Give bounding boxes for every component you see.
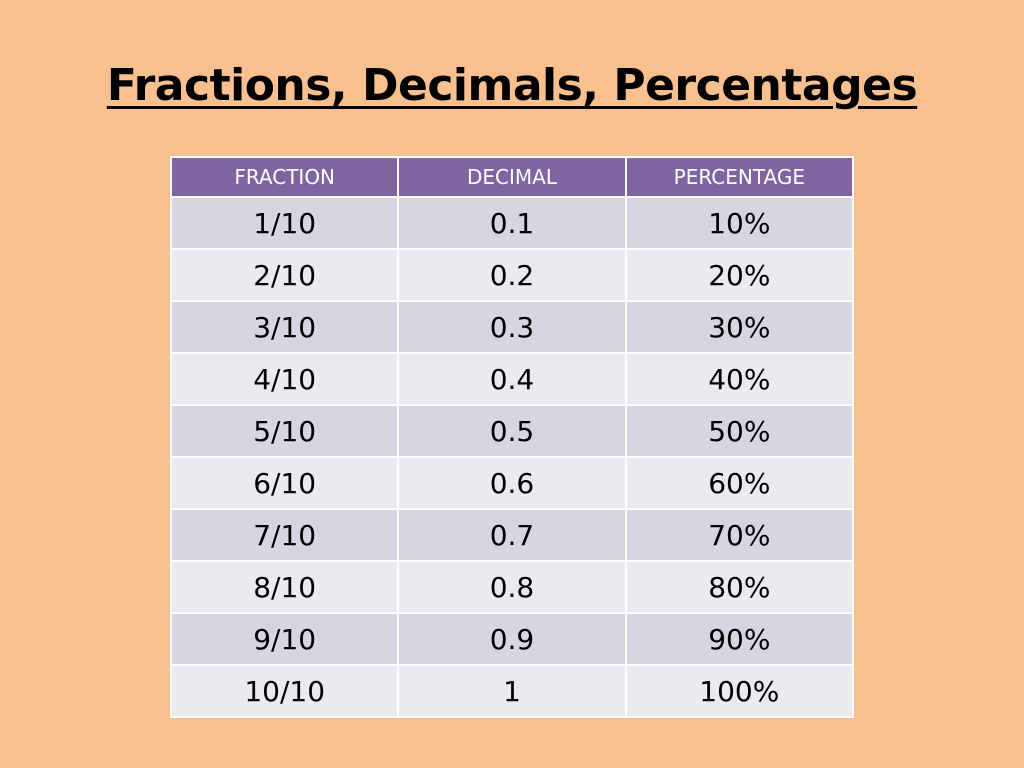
table-header-row: FRACTION DECIMAL PERCENTAGE — [169, 156, 855, 198]
decimal-cell: 0.7 — [397, 508, 627, 562]
table-row: 5/10 0.5 50% — [169, 404, 855, 458]
decimal-cell: 0.5 — [397, 404, 627, 458]
header-decimal: DECIMAL — [397, 156, 627, 198]
decimal-cell: 0.6 — [397, 456, 627, 510]
percentage-cell: 30% — [624, 300, 855, 354]
fraction-cell: 9/10 — [169, 612, 400, 666]
fraction-cell: 2/10 — [169, 248, 400, 302]
fraction-cell: 4/10 — [169, 352, 400, 406]
fraction-cell: 1/10 — [169, 196, 400, 250]
percentage-cell: 50% — [624, 404, 855, 458]
percentage-cell: 90% — [624, 612, 855, 666]
decimal-cell: 1 — [397, 664, 627, 718]
percentage-cell: 100% — [624, 664, 855, 718]
decimal-cell: 0.4 — [397, 352, 627, 406]
header-percentage: PERCENTAGE — [624, 156, 855, 198]
fraction-cell: 8/10 — [169, 560, 400, 614]
decimal-cell: 0.2 — [397, 248, 627, 302]
fraction-cell: 5/10 — [169, 404, 400, 458]
decimal-cell: 0.3 — [397, 300, 627, 354]
fraction-cell: 10/10 — [169, 664, 400, 718]
percentage-cell: 70% — [624, 508, 855, 562]
percentage-cell: 20% — [624, 248, 855, 302]
page-title-text: Fractions, Decimals, Percentages — [106, 60, 918, 111]
percentage-cell: 80% — [624, 560, 855, 614]
fraction-cell: 6/10 — [169, 456, 400, 510]
table-row: 9/10 0.9 90% — [169, 612, 855, 666]
conversion-table-container: FRACTION DECIMAL PERCENTAGE 1/10 0.1 10%… — [169, 156, 855, 718]
decimal-cell: 0.1 — [397, 196, 627, 250]
fraction-cell: 3/10 — [169, 300, 400, 354]
table-row: 1/10 0.1 10% — [169, 196, 855, 250]
table-row: 10/10 1 100% — [169, 664, 855, 718]
table-row: 6/10 0.6 60% — [169, 456, 855, 510]
table-row: 3/10 0.3 30% — [169, 300, 855, 354]
percentage-cell: 60% — [624, 456, 855, 510]
page-title: Fractions, Decimals, Percentages — [0, 58, 1024, 114]
header-fraction: FRACTION — [169, 156, 400, 198]
table-row: 7/10 0.7 70% — [169, 508, 855, 562]
percentage-cell: 10% — [624, 196, 855, 250]
decimal-cell: 0.9 — [397, 612, 627, 666]
percentage-cell: 40% — [624, 352, 855, 406]
conversion-table: FRACTION DECIMAL PERCENTAGE 1/10 0.1 10%… — [169, 156, 855, 718]
decimal-cell: 0.8 — [397, 560, 627, 614]
table-row: 4/10 0.4 40% — [169, 352, 855, 406]
table-row: 8/10 0.8 80% — [169, 560, 855, 614]
fraction-cell: 7/10 — [169, 508, 400, 562]
table-row: 2/10 0.2 20% — [169, 248, 855, 302]
